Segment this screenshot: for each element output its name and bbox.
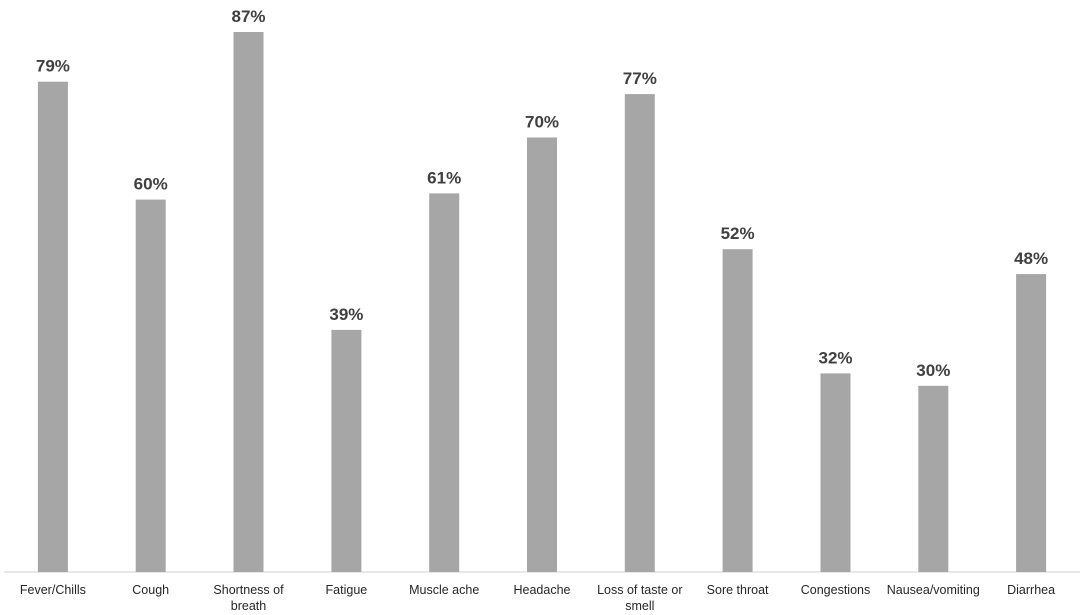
category-label: Cough — [132, 583, 169, 597]
category-label: Shortness of breath — [213, 583, 284, 613]
category-label: Fever/Chills — [20, 583, 86, 597]
category-label: Muscle ache — [409, 583, 479, 597]
bar-value-label: 61% — [427, 168, 461, 187]
category-label: Congestions — [801, 583, 871, 597]
bar — [624, 94, 655, 572]
bar-value-label: 79% — [36, 57, 70, 76]
bar — [429, 193, 460, 572]
category-labels-group: Fever/Chills Cough Shortness of breath Fatig… — [20, 583, 1055, 613]
bar-value-label: 39% — [329, 305, 363, 324]
bar — [820, 373, 851, 572]
bar — [918, 385, 949, 572]
bar — [527, 137, 557, 572]
bar-value-label: 52% — [721, 224, 755, 243]
category-label: Fatigue — [326, 583, 368, 597]
bar — [331, 329, 362, 572]
bar-value-label: 70% — [525, 113, 559, 132]
bar — [722, 249, 753, 572]
bar-value-label: 87% — [231, 7, 265, 26]
bar-value-label: 77% — [623, 69, 657, 88]
value-labels-group: 79% 60% 87% 39% 61% 70% 77% 52% 32% 30% 48% — [36, 7, 1048, 380]
bar-value-label: 32% — [818, 348, 852, 367]
bar-value-label: 60% — [134, 175, 168, 194]
bar — [37, 81, 68, 572]
category-label: Sore throat — [707, 583, 769, 597]
category-label: Headache — [514, 583, 571, 597]
bar-value-label: 30% — [916, 361, 950, 380]
bar-value-label: 48% — [1014, 249, 1048, 268]
bar — [1016, 274, 1047, 572]
bar — [135, 199, 166, 572]
bars-group — [37, 32, 1047, 572]
bar — [233, 32, 264, 572]
category-label: Loss of taste or smell — [597, 583, 682, 613]
category-label: Diarrhea — [1007, 583, 1055, 597]
category-label: Nausea/vomiting — [887, 583, 980, 597]
